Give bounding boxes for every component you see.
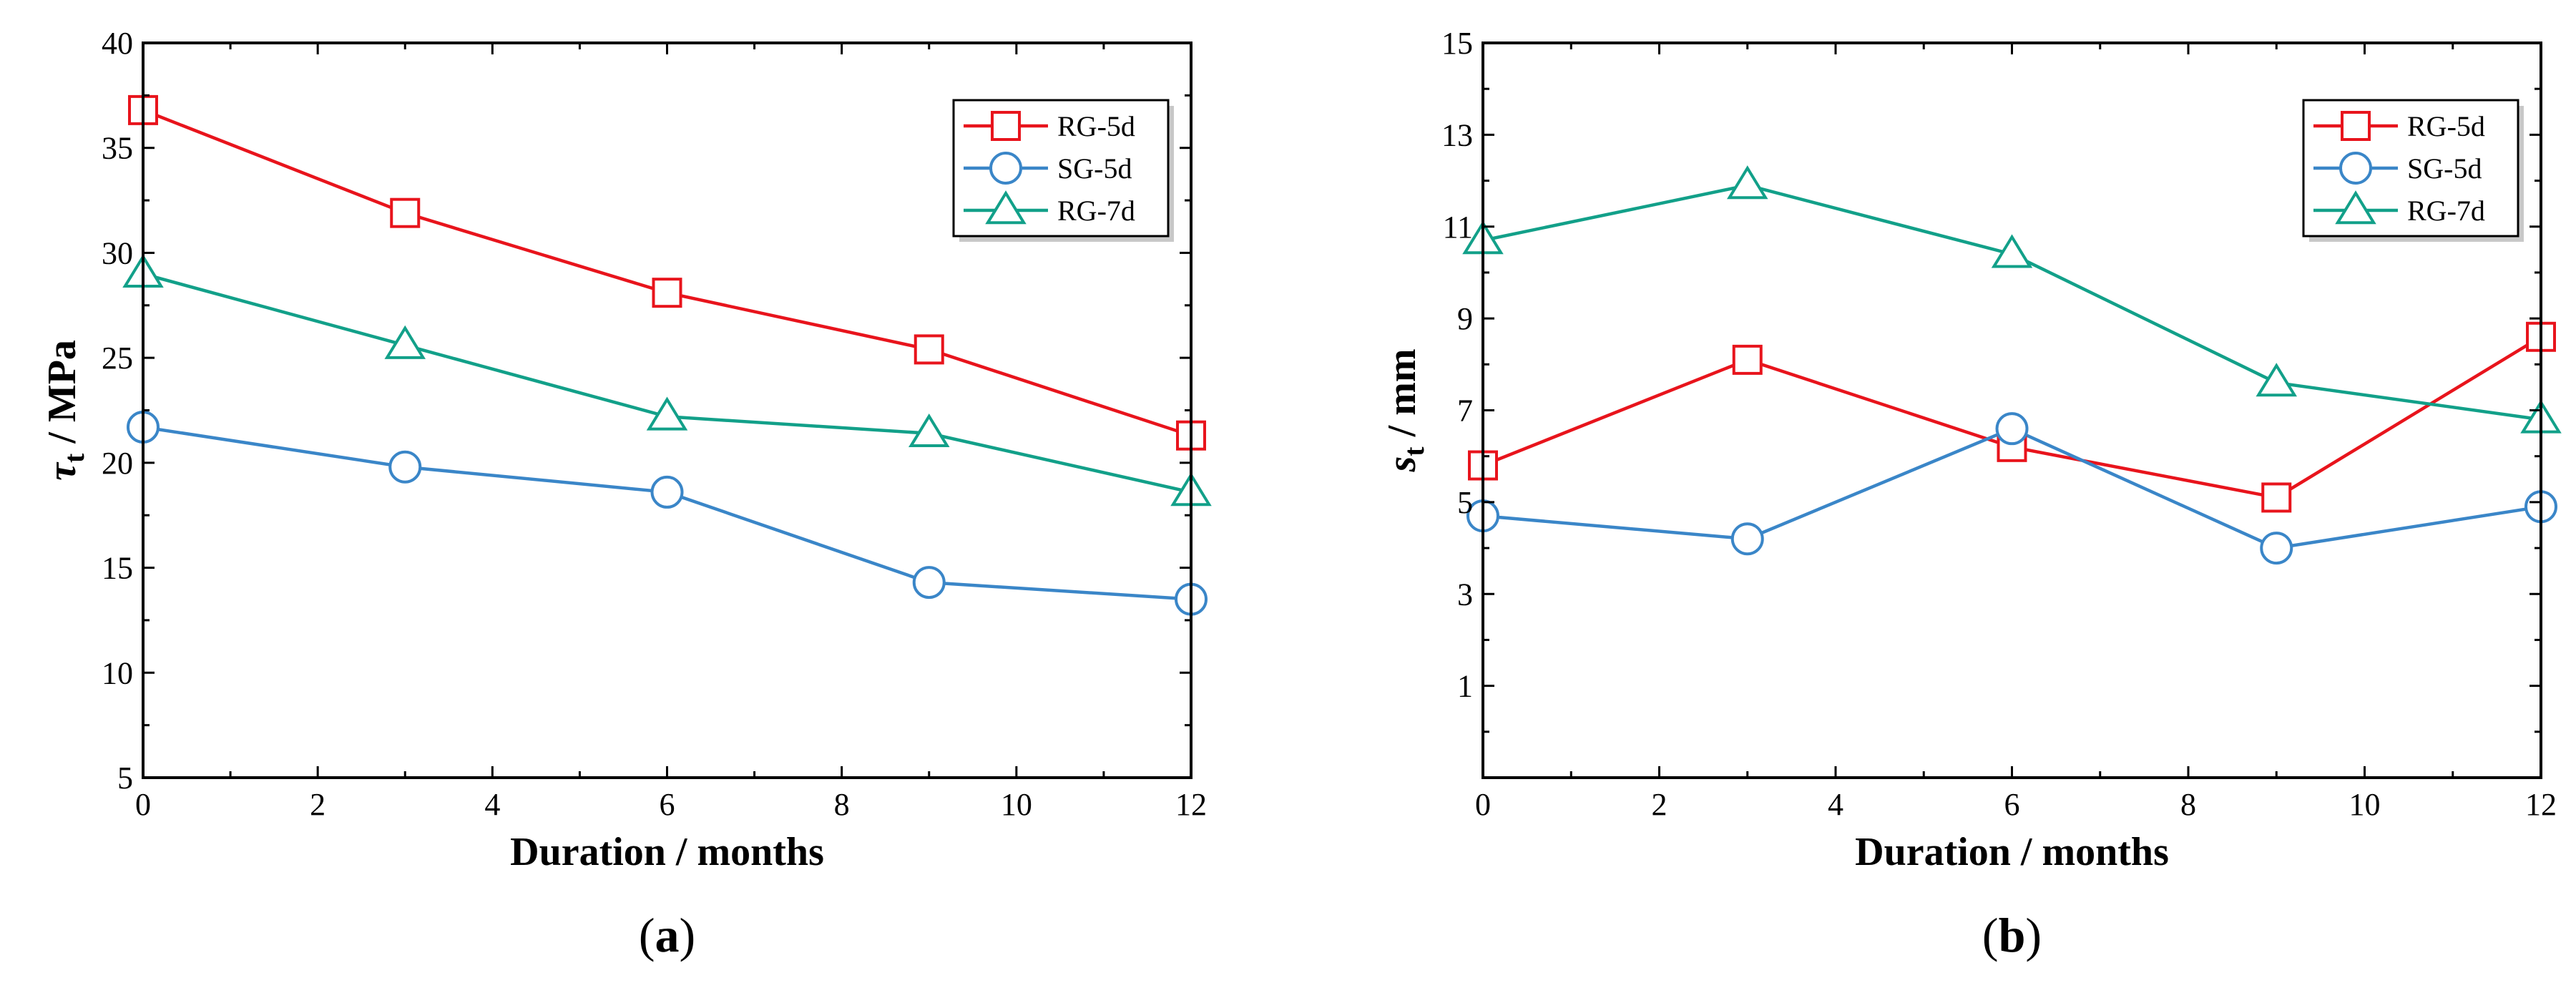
x-tick-label: 2 — [1652, 787, 1667, 822]
data-point-sg-5d — [912, 566, 946, 600]
panel-label-open: ( — [1982, 908, 1999, 962]
legend-marker-rg-5d — [2341, 111, 2371, 141]
y-tick-label: 7 — [1457, 393, 1473, 429]
x-tick-label: 12 — [1175, 787, 1207, 822]
legend-label-rg-7d: RG-7d — [2407, 195, 2485, 227]
y-tick-label: 9 — [1457, 301, 1473, 336]
data-point-rg-5d — [2261, 482, 2292, 513]
x-tick-label: 8 — [2180, 787, 2196, 822]
data-point-rg-7d — [1726, 165, 1768, 200]
data-point-rg-5d — [390, 197, 421, 228]
legend-label-rg-7d: RG-7d — [1057, 195, 1135, 227]
panel-label: (a) — [639, 908, 695, 962]
data-point-sg-5d — [1995, 412, 2029, 446]
data-point-rg-7d — [384, 325, 426, 359]
data-point-rg-7d — [1991, 234, 2033, 268]
data-point-rg-5d — [652, 278, 682, 308]
y-tick-label: 10 — [102, 655, 133, 690]
y-axis-subscript: t — [1398, 446, 1430, 456]
x-axis-title: Duration / months — [510, 830, 824, 874]
y-tick-label: 20 — [102, 446, 133, 481]
x-tick-label: 12 — [2525, 787, 2557, 822]
legend-label-rg-5d: RG-5d — [1057, 110, 1135, 142]
y-tick-label: 1 — [1457, 669, 1473, 704]
y-tick-label: 40 — [102, 26, 133, 61]
panel-label-letter: b — [1999, 908, 2026, 962]
data-point-sg-5d — [2260, 532, 2293, 565]
legend-label-sg-5d: SG-5d — [1057, 152, 1132, 185]
y-tick-label: 15 — [102, 551, 133, 586]
legend-label-rg-5d: RG-5d — [2407, 110, 2485, 142]
x-tick-label: 10 — [2349, 787, 2381, 822]
data-point-rg-5d — [1732, 344, 1763, 375]
x-tick-label: 6 — [660, 787, 675, 822]
x-tick-label: 4 — [1828, 787, 1843, 822]
data-point-rg-7d — [908, 413, 950, 448]
data-point-sg-5d — [1730, 522, 1764, 556]
panel-label: (b) — [1982, 908, 2042, 962]
y-axis-title: τt / MPa — [40, 340, 90, 481]
data-point-rg-7d — [2256, 363, 2298, 397]
x-tick-label: 0 — [135, 787, 151, 822]
y-tick-label: 5 — [117, 760, 133, 796]
y-tick-label: 30 — [102, 235, 133, 270]
y-axis-symbol: τ — [40, 461, 84, 481]
y-axis-symbol: s — [1380, 456, 1424, 473]
legend-marker-sg-5d — [2339, 152, 2372, 185]
y-axis-unit: / mm — [1380, 349, 1424, 447]
data-point-sg-5d — [388, 450, 422, 484]
x-tick-label: 2 — [310, 787, 325, 822]
y-tick-label: 35 — [102, 131, 133, 166]
y-tick-label: 13 — [1441, 117, 1473, 152]
panel-label-open: ( — [639, 908, 655, 962]
x-tick-label: 6 — [2004, 787, 2020, 822]
panel-label-letter: a — [655, 908, 680, 962]
y-axis-subscript: t — [58, 453, 90, 463]
y-axis-unit: / MPa — [40, 340, 84, 454]
series-line-sg-5d — [142, 425, 1192, 601]
legend-marker-rg-5d — [991, 111, 1021, 141]
y-axis-title: st / mm — [1380, 349, 1430, 473]
legend-marker-rg-7d — [985, 190, 1027, 225]
x-tick-label: 8 — [834, 787, 850, 822]
panel-label-close: ) — [2025, 908, 2042, 962]
y-tick-label: 3 — [1457, 577, 1473, 612]
data-point-sg-5d — [650, 475, 684, 509]
data-point-rg-7d — [646, 396, 688, 431]
y-tick-label: 25 — [102, 341, 133, 376]
x-tick-label: 10 — [1001, 787, 1032, 822]
legend-marker-rg-7d — [2335, 190, 2376, 225]
legend-marker-sg-5d — [989, 152, 1022, 185]
chart-panel-a: 0 2 4 6 8 10 12 5 10 15 20 25 30 35 40 Duration / month… — [40, 26, 1212, 962]
x-tick-label: 4 — [484, 787, 500, 822]
x-tick-label: 0 — [1475, 787, 1491, 822]
y-tick-label: 5 — [1457, 485, 1473, 520]
y-tick-label: 15 — [1441, 26, 1473, 61]
data-point-rg-5d — [914, 334, 944, 365]
panel-label-close: ) — [680, 908, 696, 962]
y-tick-label: 11 — [1443, 210, 1473, 245]
x-axis-title: Duration / months — [1855, 830, 2169, 874]
legend-label-sg-5d: SG-5d — [2407, 152, 2482, 185]
